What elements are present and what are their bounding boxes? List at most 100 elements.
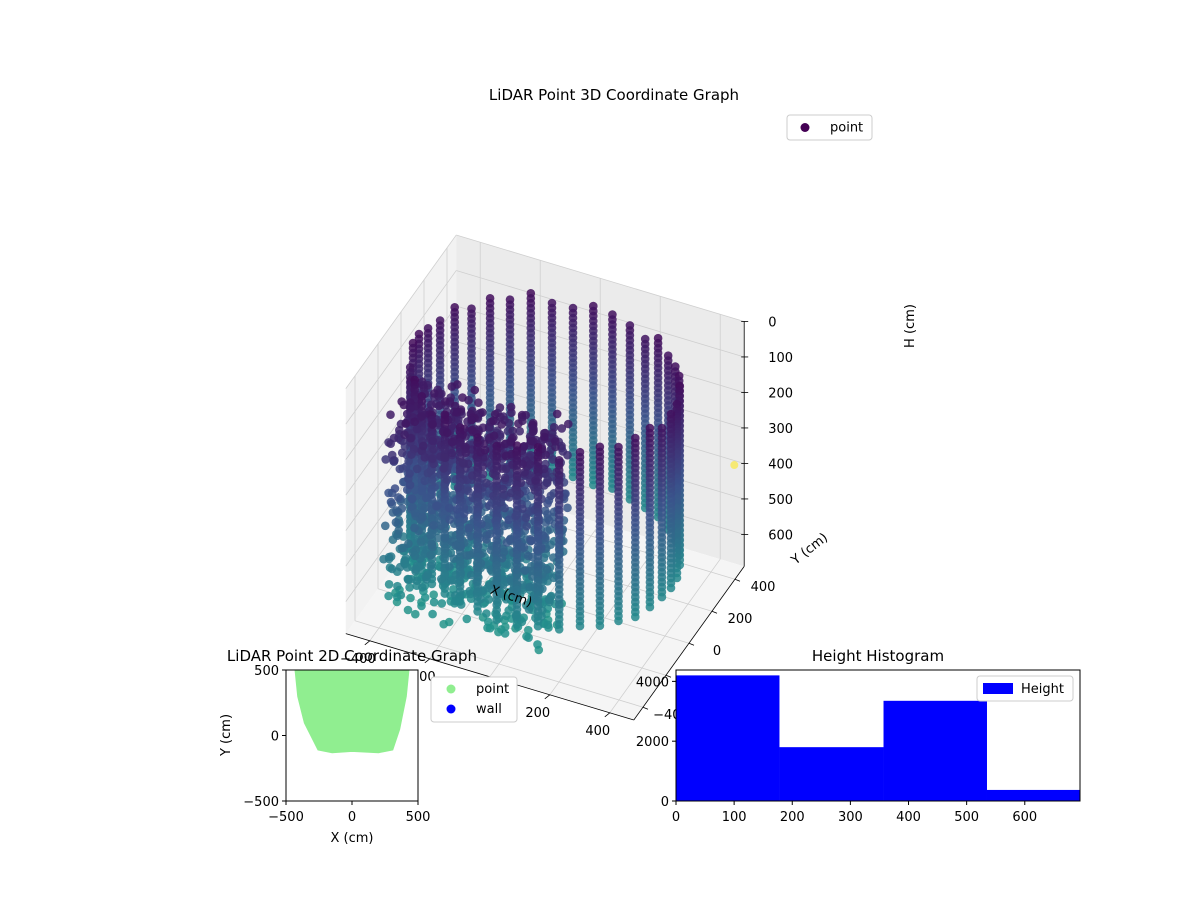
2d-legend: point wall	[430, 676, 518, 723]
point-marker	[494, 627, 503, 637]
point-marker	[595, 621, 605, 630]
x-tick-label: 300	[838, 810, 863, 825]
2d-legend-label-point: point	[476, 682, 509, 697]
2d-y-axis-label: Y (cm)	[219, 714, 234, 757]
point-marker	[447, 576, 456, 585]
point-marker	[533, 621, 543, 631]
histogram-bars	[676, 675, 1080, 801]
point-marker	[440, 589, 450, 598]
point-marker	[564, 419, 573, 429]
point-marker	[411, 508, 420, 518]
point-marker	[381, 455, 391, 464]
point-marker	[441, 397, 450, 406]
point-marker	[396, 590, 406, 600]
point-marker	[540, 432, 549, 442]
point-marker	[397, 543, 407, 553]
point-marker	[519, 442, 529, 451]
2d-point-cloud	[294, 670, 410, 754]
x-tick-label: 400	[585, 724, 610, 739]
grid-line	[456, 341, 745, 429]
point-marker	[412, 576, 422, 585]
point-marker	[631, 612, 640, 622]
2d-legend-marker-point	[446, 684, 456, 694]
point-marker	[451, 596, 460, 606]
point-marker	[447, 437, 457, 447]
point-marker	[515, 426, 524, 436]
point-marker	[442, 428, 452, 438]
chart-histogram: Height Histogram 0 100 200 300 400 500 600 0 200…	[636, 647, 1081, 825]
histogram-legend-swatch	[983, 683, 1013, 694]
point-marker	[402, 409, 412, 419]
point-marker	[489, 416, 498, 425]
point-marker	[404, 539, 413, 548]
point-marker	[452, 505, 462, 514]
point-marker	[428, 420, 437, 429]
point-marker	[484, 595, 494, 604]
y-tick-label: −500	[243, 795, 279, 810]
point-marker	[563, 503, 572, 513]
point-marker	[381, 521, 390, 531]
x-tick-label: 400	[896, 810, 921, 825]
point-marker	[461, 448, 471, 458]
point-marker	[520, 468, 529, 477]
chart-2d-title: LiDAR Point 2D Coordinate Graph	[227, 647, 477, 665]
point-marker	[410, 523, 419, 533]
point-marker	[464, 523, 474, 533]
point-marker	[447, 448, 457, 458]
point-marker	[522, 521, 531, 531]
point-marker	[403, 605, 413, 615]
x-tick-mark	[544, 694, 551, 700]
x-tick-mark	[604, 712, 611, 718]
histogram-bar	[676, 675, 780, 801]
point-marker	[672, 573, 682, 583]
point-marker	[393, 581, 402, 591]
point-marker	[379, 554, 388, 564]
grid-line	[456, 305, 745, 393]
point-marker	[445, 515, 455, 524]
point-marker	[429, 597, 439, 607]
point-marker	[404, 575, 413, 585]
point-marker	[401, 419, 411, 429]
point-marker	[551, 442, 560, 452]
z-tick-label: 100	[768, 351, 793, 366]
point-marker	[474, 398, 483, 408]
point-marker	[502, 538, 512, 547]
grid-line	[345, 234, 457, 389]
point-marker	[442, 475, 452, 484]
point-marker	[422, 493, 431, 503]
point-marker	[437, 574, 446, 584]
point-marker	[423, 468, 433, 478]
z-tick-label: 200	[768, 386, 793, 401]
3d-legend-label-point: point	[830, 121, 863, 136]
point-marker	[500, 439, 510, 449]
x-tick-label: 0	[672, 810, 680, 825]
2d-axes: −500 0 500 −500 0 500	[243, 664, 430, 825]
point-marker	[397, 448, 407, 458]
point-marker	[470, 385, 480, 395]
point-marker	[399, 400, 409, 410]
point-marker	[384, 580, 394, 589]
point-marker	[528, 427, 538, 437]
point-marker	[589, 480, 598, 490]
histogram-legend-label: Height	[1021, 682, 1064, 697]
point-marker	[501, 451, 511, 461]
point-marker-outlier	[730, 461, 739, 470]
point-marker	[465, 586, 475, 596]
point-marker	[439, 619, 449, 629]
point-marker	[521, 513, 531, 522]
point-marker	[407, 450, 416, 459]
point-marker	[453, 483, 463, 492]
point-marker	[554, 625, 564, 634]
point-marker	[492, 615, 502, 625]
point-marker	[410, 551, 420, 561]
point-marker	[497, 420, 507, 429]
point-marker	[439, 464, 448, 473]
grid-line	[345, 270, 457, 425]
point-marker	[447, 382, 457, 391]
point-marker	[420, 593, 430, 602]
x-tick-label: 200	[780, 810, 805, 825]
point-marker	[417, 412, 426, 421]
x-tick-mark	[364, 640, 371, 646]
point-marker	[563, 450, 572, 460]
point-marker	[428, 609, 437, 619]
